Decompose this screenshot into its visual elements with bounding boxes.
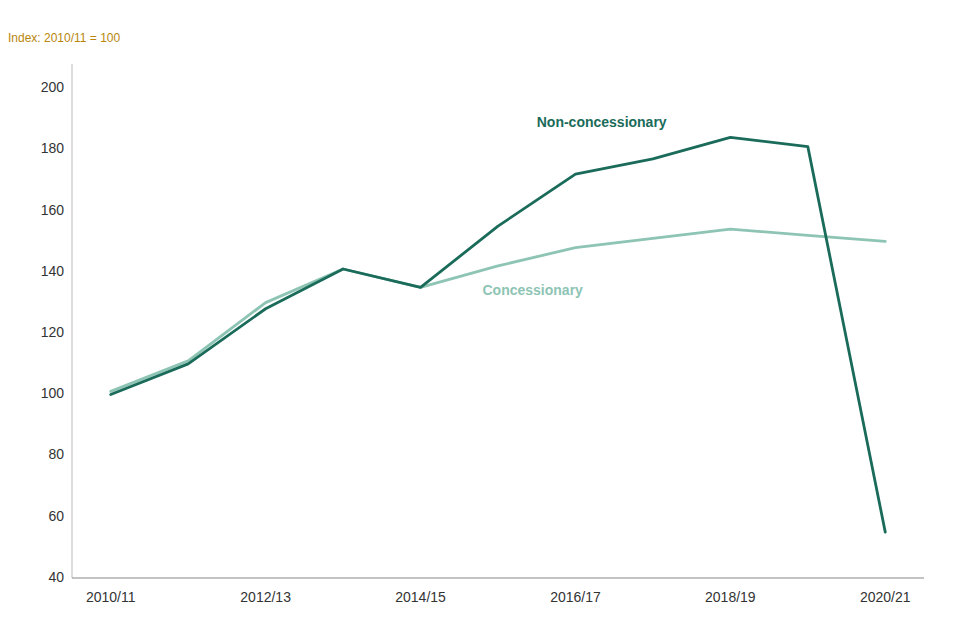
series-label: Concessionary	[483, 282, 584, 298]
series-line	[111, 229, 886, 391]
y-tick-label: 100	[41, 385, 65, 401]
y-tick-label: 60	[48, 508, 64, 524]
chart-container: 40 60 80 100 120 140 160 180 200 2010/11 2012/13 20…	[0, 0, 960, 640]
x-tick-label: 2020/21	[860, 589, 911, 605]
series-label: Non-concessionary	[537, 114, 667, 130]
chart-svg: 40 60 80 100 120 140 160 180 200 2010/11 2012/13 20…	[0, 0, 960, 640]
x-axis-line	[72, 577, 924, 578]
y-tick-label: 120	[41, 324, 65, 340]
y-tick-label: 40	[48, 569, 64, 585]
y-axis-line	[72, 64, 73, 578]
x-tick-label: 2010/11	[86, 589, 136, 605]
series-line	[111, 137, 886, 532]
x-tick-label: 2018/19	[705, 589, 756, 605]
y-tick-label: 200	[41, 79, 65, 95]
x-tick-label: 2012/13	[240, 589, 291, 605]
x-tick-label: 2014/15	[395, 589, 446, 605]
y-tick-label: 160	[41, 202, 65, 218]
plot-area	[111, 137, 886, 532]
y-tick-label: 140	[41, 263, 65, 279]
y-tick-label: 180	[41, 140, 65, 156]
y-tick-label: 80	[48, 446, 64, 462]
x-tick-label: 2016/17	[550, 589, 601, 605]
y-axis-label: Index: 2010/11 = 100	[8, 31, 121, 45]
